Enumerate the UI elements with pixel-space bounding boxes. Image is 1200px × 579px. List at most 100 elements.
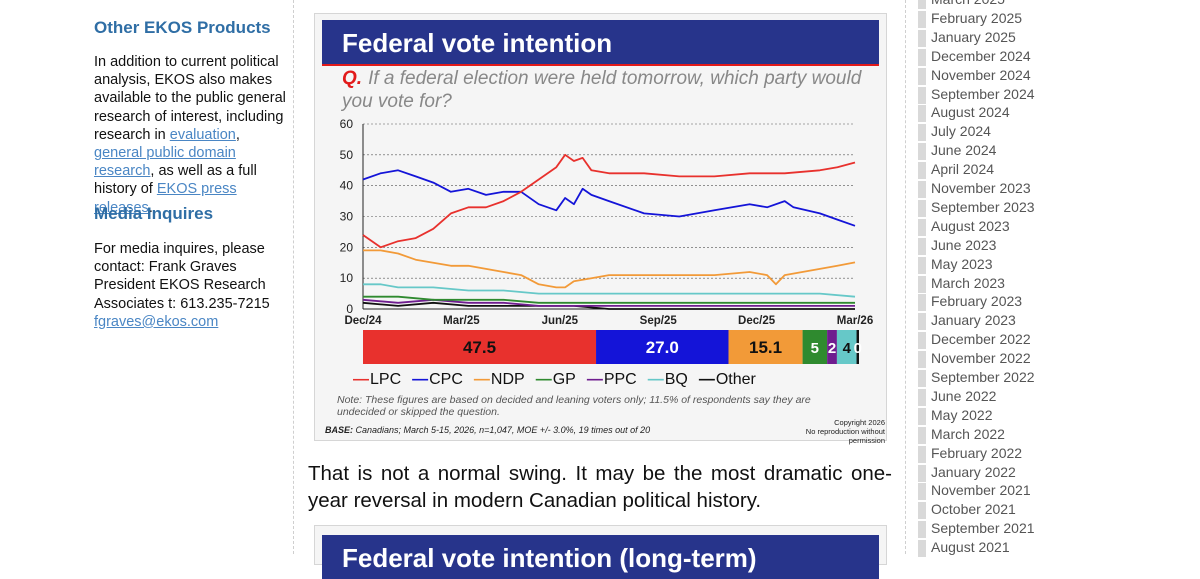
general-research-link[interactable]: general public domain research	[94, 145, 236, 180]
archive-item[interactable]: September 2024	[918, 86, 1200, 104]
archive-link[interactable]: June 2024	[931, 142, 997, 159]
archive-item[interactable]: March 2023	[918, 275, 1200, 293]
archive-item[interactable]: November 2023	[918, 180, 1200, 198]
archive-item-marker	[918, 124, 926, 142]
archive-item[interactable]: June 2023	[918, 237, 1200, 255]
archive-item-marker	[918, 540, 926, 558]
content-divider-right	[905, 0, 906, 554]
chart-legend: —LPC —CPC —NDP —GP —PPC —BQ —Other	[353, 371, 767, 389]
archive-link[interactable]: August 2023	[931, 217, 1010, 234]
archive-item[interactable]: May 2023	[918, 256, 1200, 274]
archive-item-marker	[918, 48, 926, 66]
archive-link[interactable]: June 2022	[931, 387, 997, 404]
archive-item[interactable]: January 2022	[918, 464, 1200, 482]
archive-item[interactable]: June 2024	[918, 142, 1200, 161]
archive-item[interactable]: November 2022	[918, 350, 1200, 369]
y-tick-label: 0	[346, 302, 353, 316]
series-line-lpc	[362, 153, 856, 249]
archive-link[interactable]: November 2021	[931, 482, 1031, 499]
archive-item[interactable]: October 2021	[918, 501, 1200, 520]
archive-link[interactable]: October 2021	[931, 501, 1016, 518]
archive-link[interactable]: March 2025	[931, 0, 1005, 7]
y-tick-label: 40	[340, 179, 354, 193]
archive-item[interactable]: August 2021	[918, 539, 1200, 558]
bar-segment-lpc	[363, 330, 597, 364]
archive-item[interactable]: December 2024	[918, 48, 1200, 66]
archive-link[interactable]: August 2021	[931, 539, 1010, 556]
bar-label-cpc: 27.0	[646, 338, 679, 357]
legend-swatch: —	[586, 371, 603, 388]
archive-item-marker	[918, 275, 926, 293]
archive-item-marker	[918, 10, 926, 28]
archive-item[interactable]: September 2023	[918, 199, 1200, 217]
archive-item[interactable]: January 2025	[918, 29, 1200, 47]
archive-link[interactable]: September 2022	[931, 369, 1035, 385]
archive-item[interactable]: March 2025	[918, 0, 1200, 9]
archive-link[interactable]: September 2021	[931, 520, 1035, 537]
archive-link[interactable]: March 2022	[931, 425, 1005, 442]
chart-question: Q. If a federal election were held tomorr…	[342, 67, 872, 113]
archive-link[interactable]: August 2024	[931, 104, 1010, 121]
archive-link[interactable]: January 2023	[931, 312, 1016, 329]
archive-item-marker	[918, 502, 926, 520]
archive-item[interactable]: March 2022	[918, 426, 1200, 444]
series-line-ppc	[362, 298, 855, 307]
archive-item-marker	[918, 313, 926, 331]
archive-item-marker	[918, 143, 926, 161]
archive-link[interactable]: May 2023	[931, 255, 993, 272]
series-line-gp	[363, 295, 855, 304]
archive-item[interactable]: December 2022	[918, 331, 1200, 350]
archive-item[interactable]: February 2023	[918, 293, 1200, 312]
legend-swatch: —	[647, 371, 664, 388]
archive-item[interactable]: January 2023	[918, 312, 1200, 331]
archive-link[interactable]: November 2023	[931, 180, 1031, 196]
archive-link[interactable]: September 2024	[931, 85, 1035, 102]
legend-swatch: —	[698, 371, 715, 388]
archive-item[interactable]: June 2022	[918, 388, 1200, 406]
banner-underline	[322, 64, 879, 66]
x-tick-label: Dec/24	[344, 315, 382, 327]
archive-item[interactable]: April 2024	[918, 161, 1200, 180]
archive-item[interactable]: November 2024	[918, 67, 1200, 85]
bar-segment-ppc	[827, 330, 837, 364]
legend-item: —PPC	[587, 371, 637, 388]
archive-link[interactable]: May 2022	[931, 406, 993, 423]
archive-link[interactable]: January 2025	[931, 28, 1016, 45]
archive-item[interactable]: September 2021	[918, 520, 1200, 539]
archive-item-marker	[918, 29, 926, 47]
evaluation-link[interactable]: evaluation	[169, 126, 236, 143]
archive-link[interactable]: December 2022	[931, 331, 1031, 348]
media-heading: Media Inquires	[94, 204, 214, 223]
archive-link[interactable]: December 2024	[931, 47, 1031, 64]
archive-link[interactable]: February 2025	[931, 9, 1023, 26]
comma-sep: ,	[235, 126, 240, 143]
archive-link[interactable]: July 2024	[931, 123, 991, 140]
archive-item[interactable]: September 2022	[918, 369, 1200, 387]
archive-link[interactable]: September 2023	[931, 198, 1035, 215]
archive-item-marker	[918, 407, 926, 425]
archive-link[interactable]: November 2024	[931, 66, 1031, 83]
archive-link[interactable]: January 2022	[931, 463, 1016, 480]
archive-item[interactable]: May 2022	[918, 407, 1200, 425]
archive-item[interactable]: July 2024	[918, 123, 1200, 142]
archive-item[interactable]: November 2021	[918, 482, 1200, 501]
archive-item-marker	[918, 105, 926, 123]
body-paragraph: That is not a normal swing. It may be th…	[308, 462, 892, 512]
email-link[interactable]: fgraves@ekos.com	[94, 313, 219, 330]
legend-label: LPC	[370, 371, 402, 388]
press-releases-link[interactable]: EKOS press releases	[94, 181, 237, 216]
archive-link[interactable]: June 2023	[931, 236, 997, 253]
archive-link[interactable]: February 2023	[931, 293, 1023, 310]
archive-link[interactable]: April 2024	[931, 161, 995, 178]
archive-item[interactable]: February 2025	[918, 10, 1200, 28]
archive-link[interactable]: March 2023	[931, 274, 1005, 291]
archive-link[interactable]: February 2022	[931, 444, 1023, 461]
legend-item: —NDP	[474, 371, 525, 388]
archive-link[interactable]: November 2022	[931, 350, 1031, 367]
archive-item[interactable]: February 2022	[918, 445, 1200, 463]
archive-item-marker	[918, 464, 926, 482]
archive-item[interactable]: August 2023	[918, 218, 1200, 236]
archive-item[interactable]: August 2024	[918, 104, 1200, 123]
archive-list: March 2025 February 2025 January 2025 Decem…	[918, 0, 1200, 558]
